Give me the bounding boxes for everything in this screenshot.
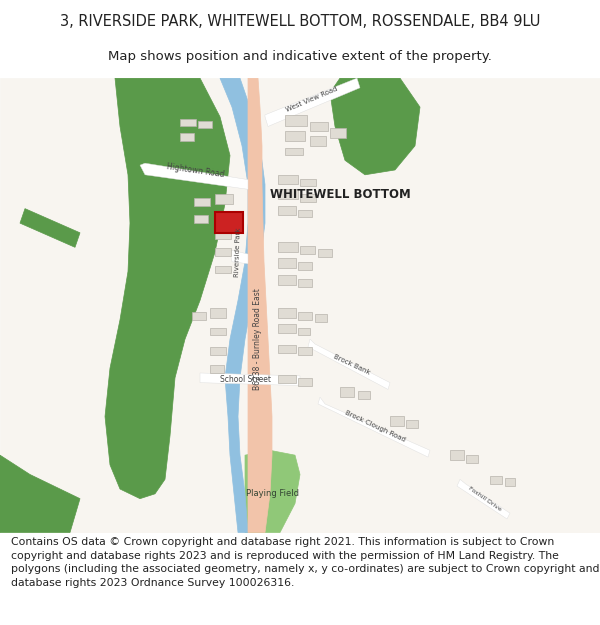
- Polygon shape: [248, 78, 272, 532]
- Bar: [466, 455, 478, 463]
- Text: West View Road: West View Road: [285, 86, 339, 113]
- Bar: [298, 347, 312, 354]
- Bar: [278, 345, 296, 352]
- Polygon shape: [457, 479, 510, 519]
- Bar: [180, 133, 194, 141]
- Bar: [298, 378, 312, 386]
- Bar: [505, 478, 515, 486]
- Bar: [310, 122, 328, 131]
- Text: Brock Bank: Brock Bank: [333, 353, 371, 376]
- Text: B6238 - Burnley Road East: B6238 - Burnley Road East: [254, 288, 263, 390]
- Bar: [298, 279, 312, 287]
- Bar: [278, 276, 296, 285]
- Bar: [358, 391, 370, 399]
- Text: Map shows position and indicative extent of the property.: Map shows position and indicative extent…: [108, 50, 492, 62]
- Bar: [278, 308, 296, 318]
- Polygon shape: [318, 397, 430, 457]
- Bar: [298, 209, 312, 217]
- Bar: [278, 189, 298, 199]
- Polygon shape: [265, 78, 360, 126]
- Bar: [278, 324, 296, 333]
- Bar: [215, 194, 233, 204]
- Text: Foxhill Drive: Foxhill Drive: [467, 486, 502, 512]
- Polygon shape: [308, 339, 390, 389]
- Bar: [192, 312, 206, 320]
- Bar: [210, 308, 226, 318]
- Bar: [298, 328, 310, 335]
- Bar: [210, 328, 226, 335]
- Bar: [298, 262, 312, 269]
- Polygon shape: [105, 78, 230, 499]
- Polygon shape: [20, 209, 80, 248]
- Bar: [215, 211, 233, 221]
- Bar: [285, 148, 303, 156]
- Text: Riverside Park: Riverside Park: [234, 228, 242, 277]
- Bar: [215, 248, 231, 256]
- Polygon shape: [245, 451, 300, 532]
- Bar: [198, 121, 212, 128]
- Bar: [285, 131, 305, 141]
- Bar: [210, 347, 226, 354]
- Text: Contains OS data © Crown copyright and database right 2021. This information is : Contains OS data © Crown copyright and d…: [11, 537, 599, 588]
- Text: Brock Clough Road: Brock Clough Road: [344, 409, 406, 442]
- Text: Hightown Road: Hightown Road: [166, 162, 224, 179]
- Bar: [300, 179, 316, 186]
- Bar: [315, 314, 327, 322]
- Polygon shape: [140, 163, 248, 189]
- Polygon shape: [330, 78, 420, 175]
- Bar: [318, 249, 332, 257]
- Text: Playing Field: Playing Field: [245, 489, 299, 498]
- Bar: [215, 231, 231, 239]
- Bar: [210, 365, 224, 373]
- Bar: [278, 375, 296, 382]
- Bar: [278, 175, 298, 184]
- Polygon shape: [200, 373, 300, 386]
- Bar: [278, 258, 296, 268]
- Bar: [300, 194, 316, 202]
- Bar: [278, 242, 298, 252]
- Polygon shape: [220, 78, 265, 532]
- Bar: [310, 136, 326, 146]
- Bar: [215, 211, 243, 232]
- Bar: [406, 421, 418, 428]
- Bar: [278, 206, 296, 216]
- Bar: [194, 198, 210, 206]
- Bar: [298, 312, 312, 320]
- Bar: [340, 388, 354, 397]
- Bar: [194, 216, 208, 223]
- Bar: [490, 476, 502, 484]
- Bar: [285, 115, 307, 126]
- Text: 3, RIVERSIDE PARK, WHITEWELL BOTTOM, ROSSENDALE, BB4 9LU: 3, RIVERSIDE PARK, WHITEWELL BOTTOM, ROS…: [60, 14, 540, 29]
- Bar: [390, 416, 404, 426]
- Polygon shape: [230, 250, 248, 264]
- Text: WHITEWELL BOTTOM: WHITEWELL BOTTOM: [269, 188, 410, 201]
- Bar: [330, 128, 346, 138]
- Polygon shape: [0, 455, 80, 532]
- Bar: [180, 119, 196, 126]
- Bar: [450, 451, 464, 460]
- Bar: [215, 266, 231, 273]
- Bar: [300, 246, 315, 254]
- Text: School Street: School Street: [220, 375, 271, 384]
